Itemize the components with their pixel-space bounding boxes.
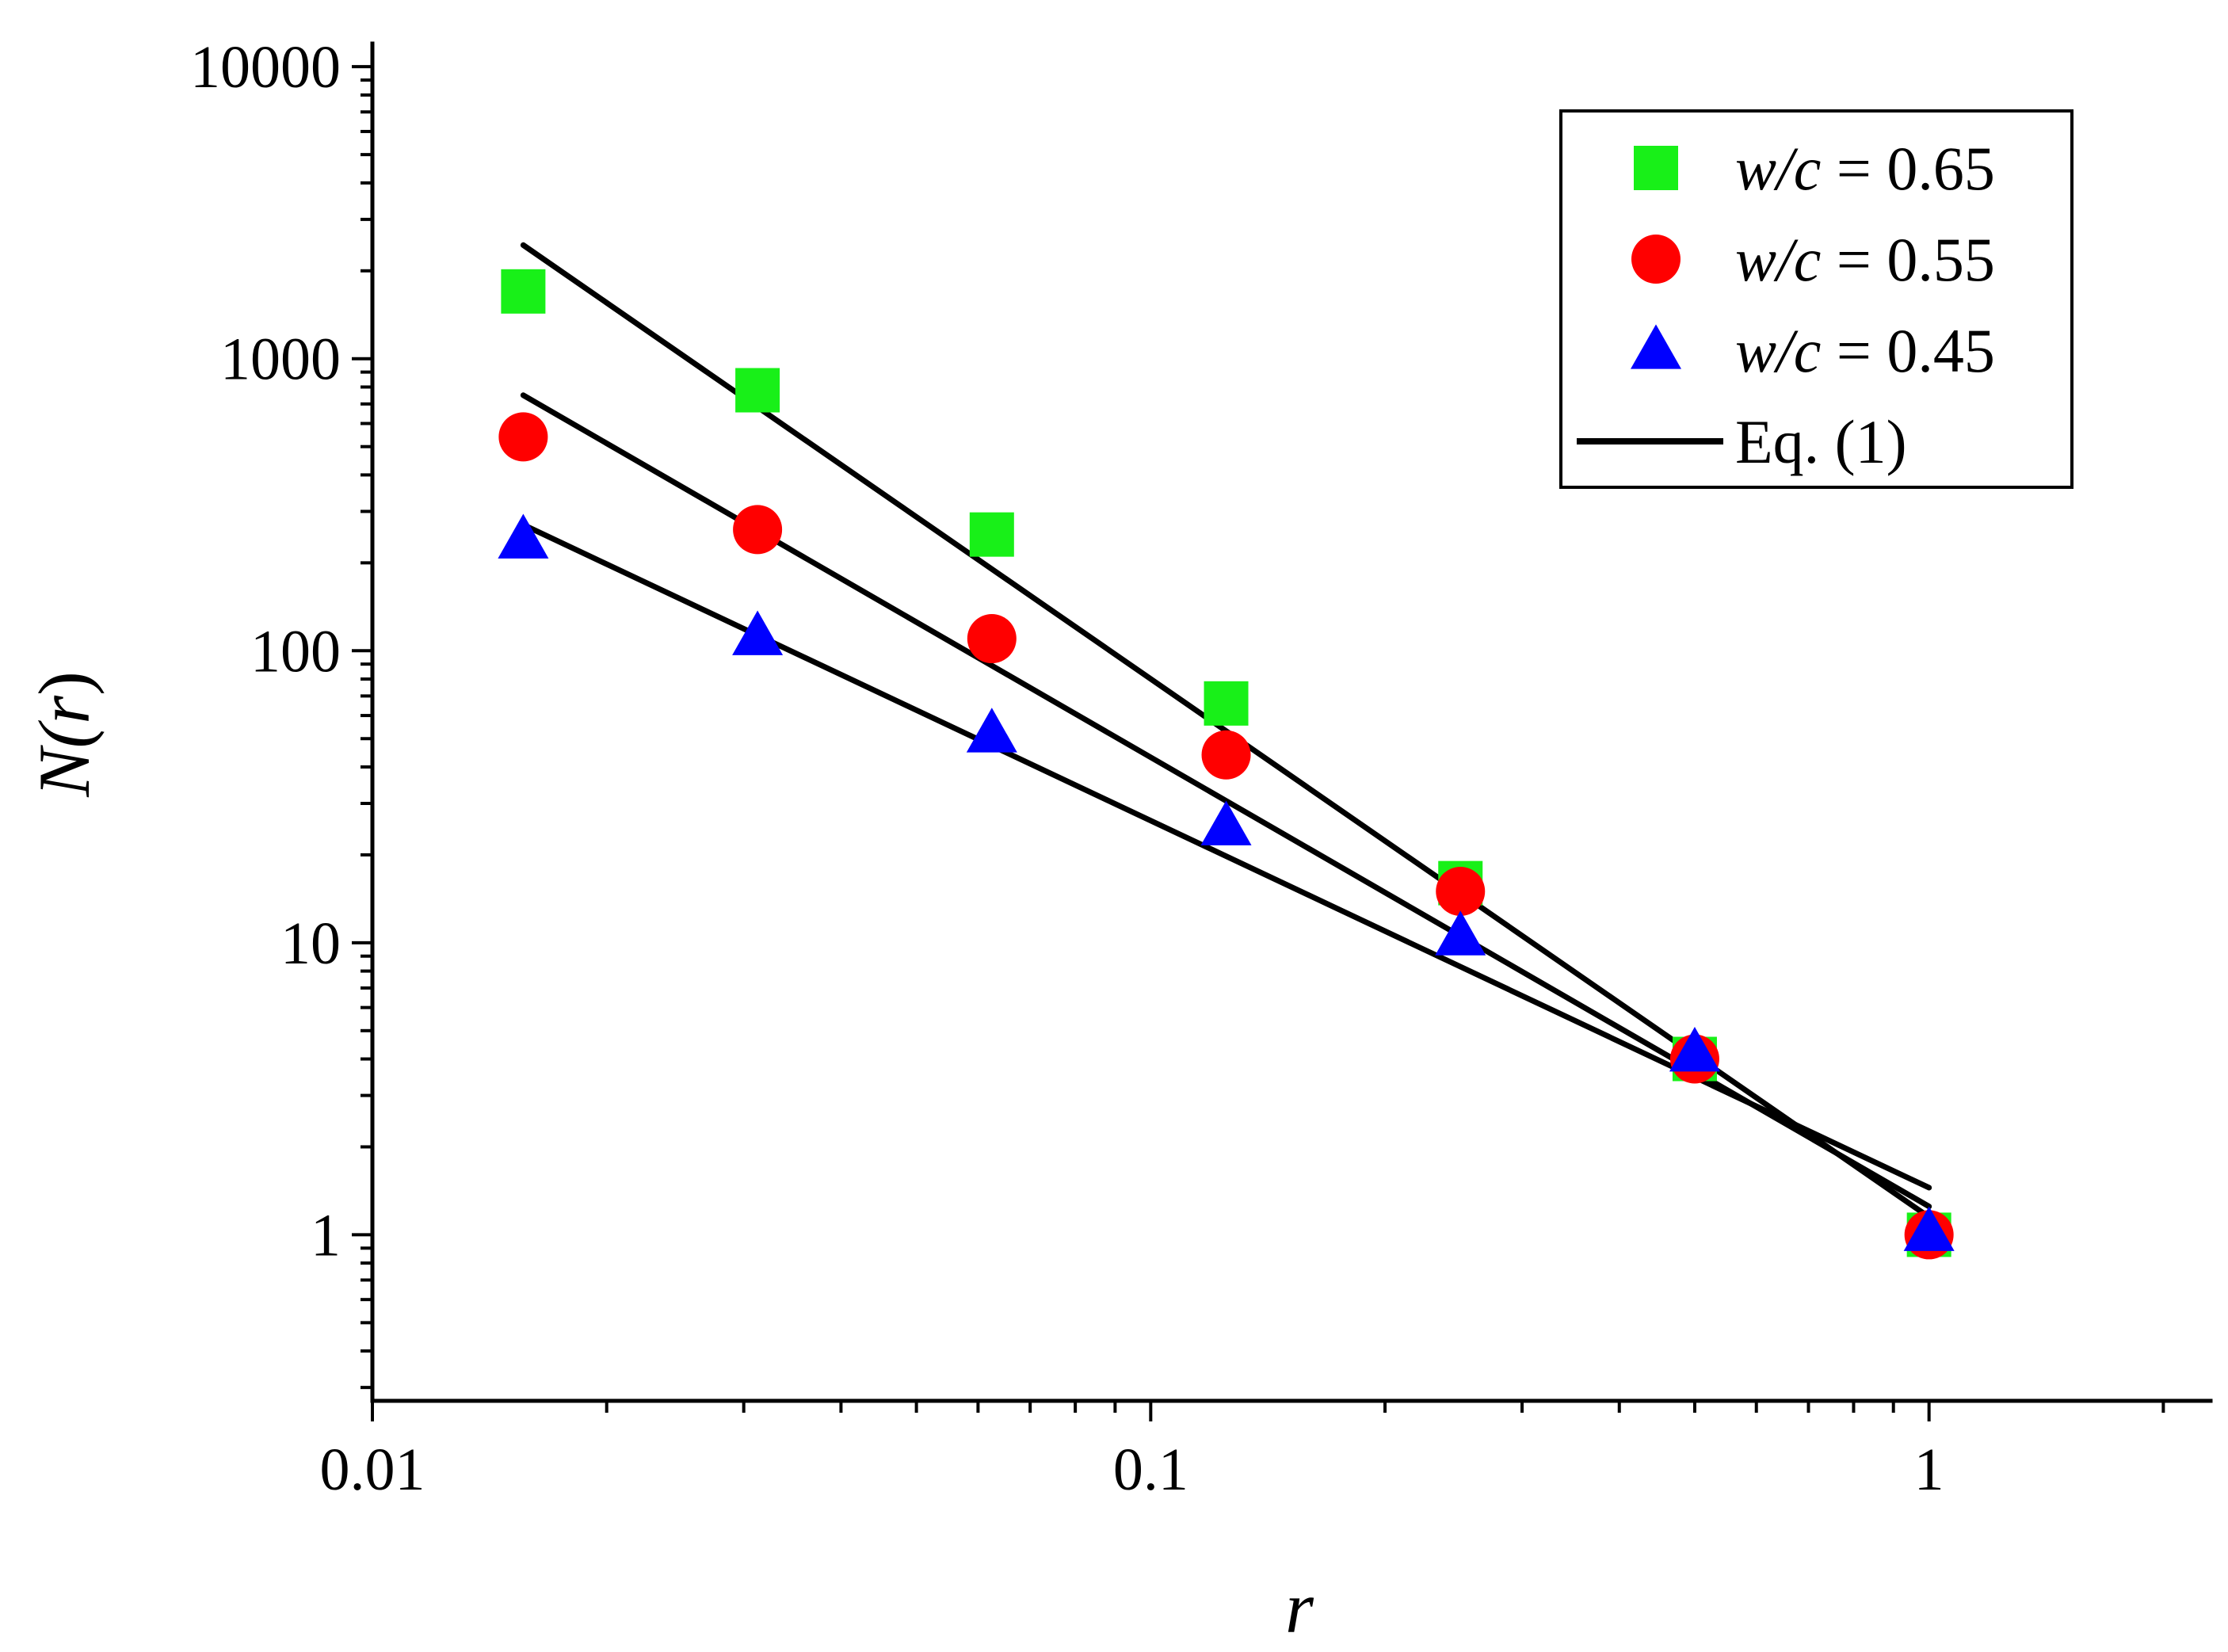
data-point-circle bbox=[498, 412, 548, 462]
legend-label: w/c = 0.65 bbox=[1735, 134, 1995, 203]
legend-label-var: w/c bbox=[1735, 134, 1821, 203]
legend-fit-label: Eq. (1) bbox=[1735, 407, 1907, 476]
x-tick-label: 0.01 bbox=[320, 1436, 425, 1503]
x-axis-title: r bbox=[1285, 1567, 1314, 1648]
data-points bbox=[498, 269, 1955, 1260]
data-point-square bbox=[969, 512, 1014, 557]
x-tick-label: 0.1 bbox=[1113, 1436, 1188, 1503]
y-tick-label: 100 bbox=[250, 618, 341, 685]
legend-marker-triangle bbox=[1631, 324, 1681, 369]
data-point-triangle bbox=[498, 513, 549, 559]
x-tick-label: 1 bbox=[1914, 1436, 1944, 1503]
data-point-square bbox=[501, 269, 546, 314]
legend-label: w/c = 0.45 bbox=[1735, 316, 1995, 385]
y-axis-title-close: ) bbox=[24, 671, 105, 696]
data-point-square bbox=[735, 368, 780, 413]
data-point-triangle bbox=[966, 708, 1017, 753]
legend-label-value: = 0.45 bbox=[1821, 316, 1995, 385]
axes bbox=[352, 41, 2213, 1421]
legend-label-var: w/c bbox=[1735, 316, 1821, 385]
data-point-circle bbox=[967, 614, 1017, 664]
legend-label-var: w/c bbox=[1735, 225, 1821, 294]
y-axis-title-n: N( bbox=[24, 719, 105, 797]
data-point-triangle bbox=[1435, 910, 1486, 956]
data-point-circle bbox=[1436, 866, 1486, 916]
y-axis-title-r: r bbox=[24, 695, 105, 724]
data-point-triangle bbox=[732, 610, 784, 655]
legend-label-value: = 0.55 bbox=[1821, 225, 1995, 294]
y-axis-title: N(r) bbox=[24, 671, 105, 797]
fit-line-2 bbox=[520, 521, 1932, 1191]
legend-label: w/c = 0.55 bbox=[1735, 225, 1995, 294]
y-tick-label: 1 bbox=[311, 1202, 341, 1269]
y-tick-label: 10000 bbox=[190, 34, 341, 101]
series-2 bbox=[498, 513, 1955, 1251]
data-point-circle bbox=[733, 505, 783, 555]
data-point-triangle bbox=[1903, 1206, 1955, 1251]
data-point-circle bbox=[1201, 730, 1251, 780]
legend-marker-circle bbox=[1631, 235, 1681, 284]
y-tick-label: 1000 bbox=[220, 326, 341, 393]
data-point-square bbox=[1204, 681, 1249, 726]
legend-marker-square bbox=[1634, 146, 1678, 190]
legend-label-value: = 0.65 bbox=[1821, 134, 1995, 203]
data-point-triangle bbox=[1200, 800, 1252, 845]
data-point-triangle bbox=[1669, 1027, 1720, 1072]
y-tick-label: 10 bbox=[280, 910, 341, 977]
